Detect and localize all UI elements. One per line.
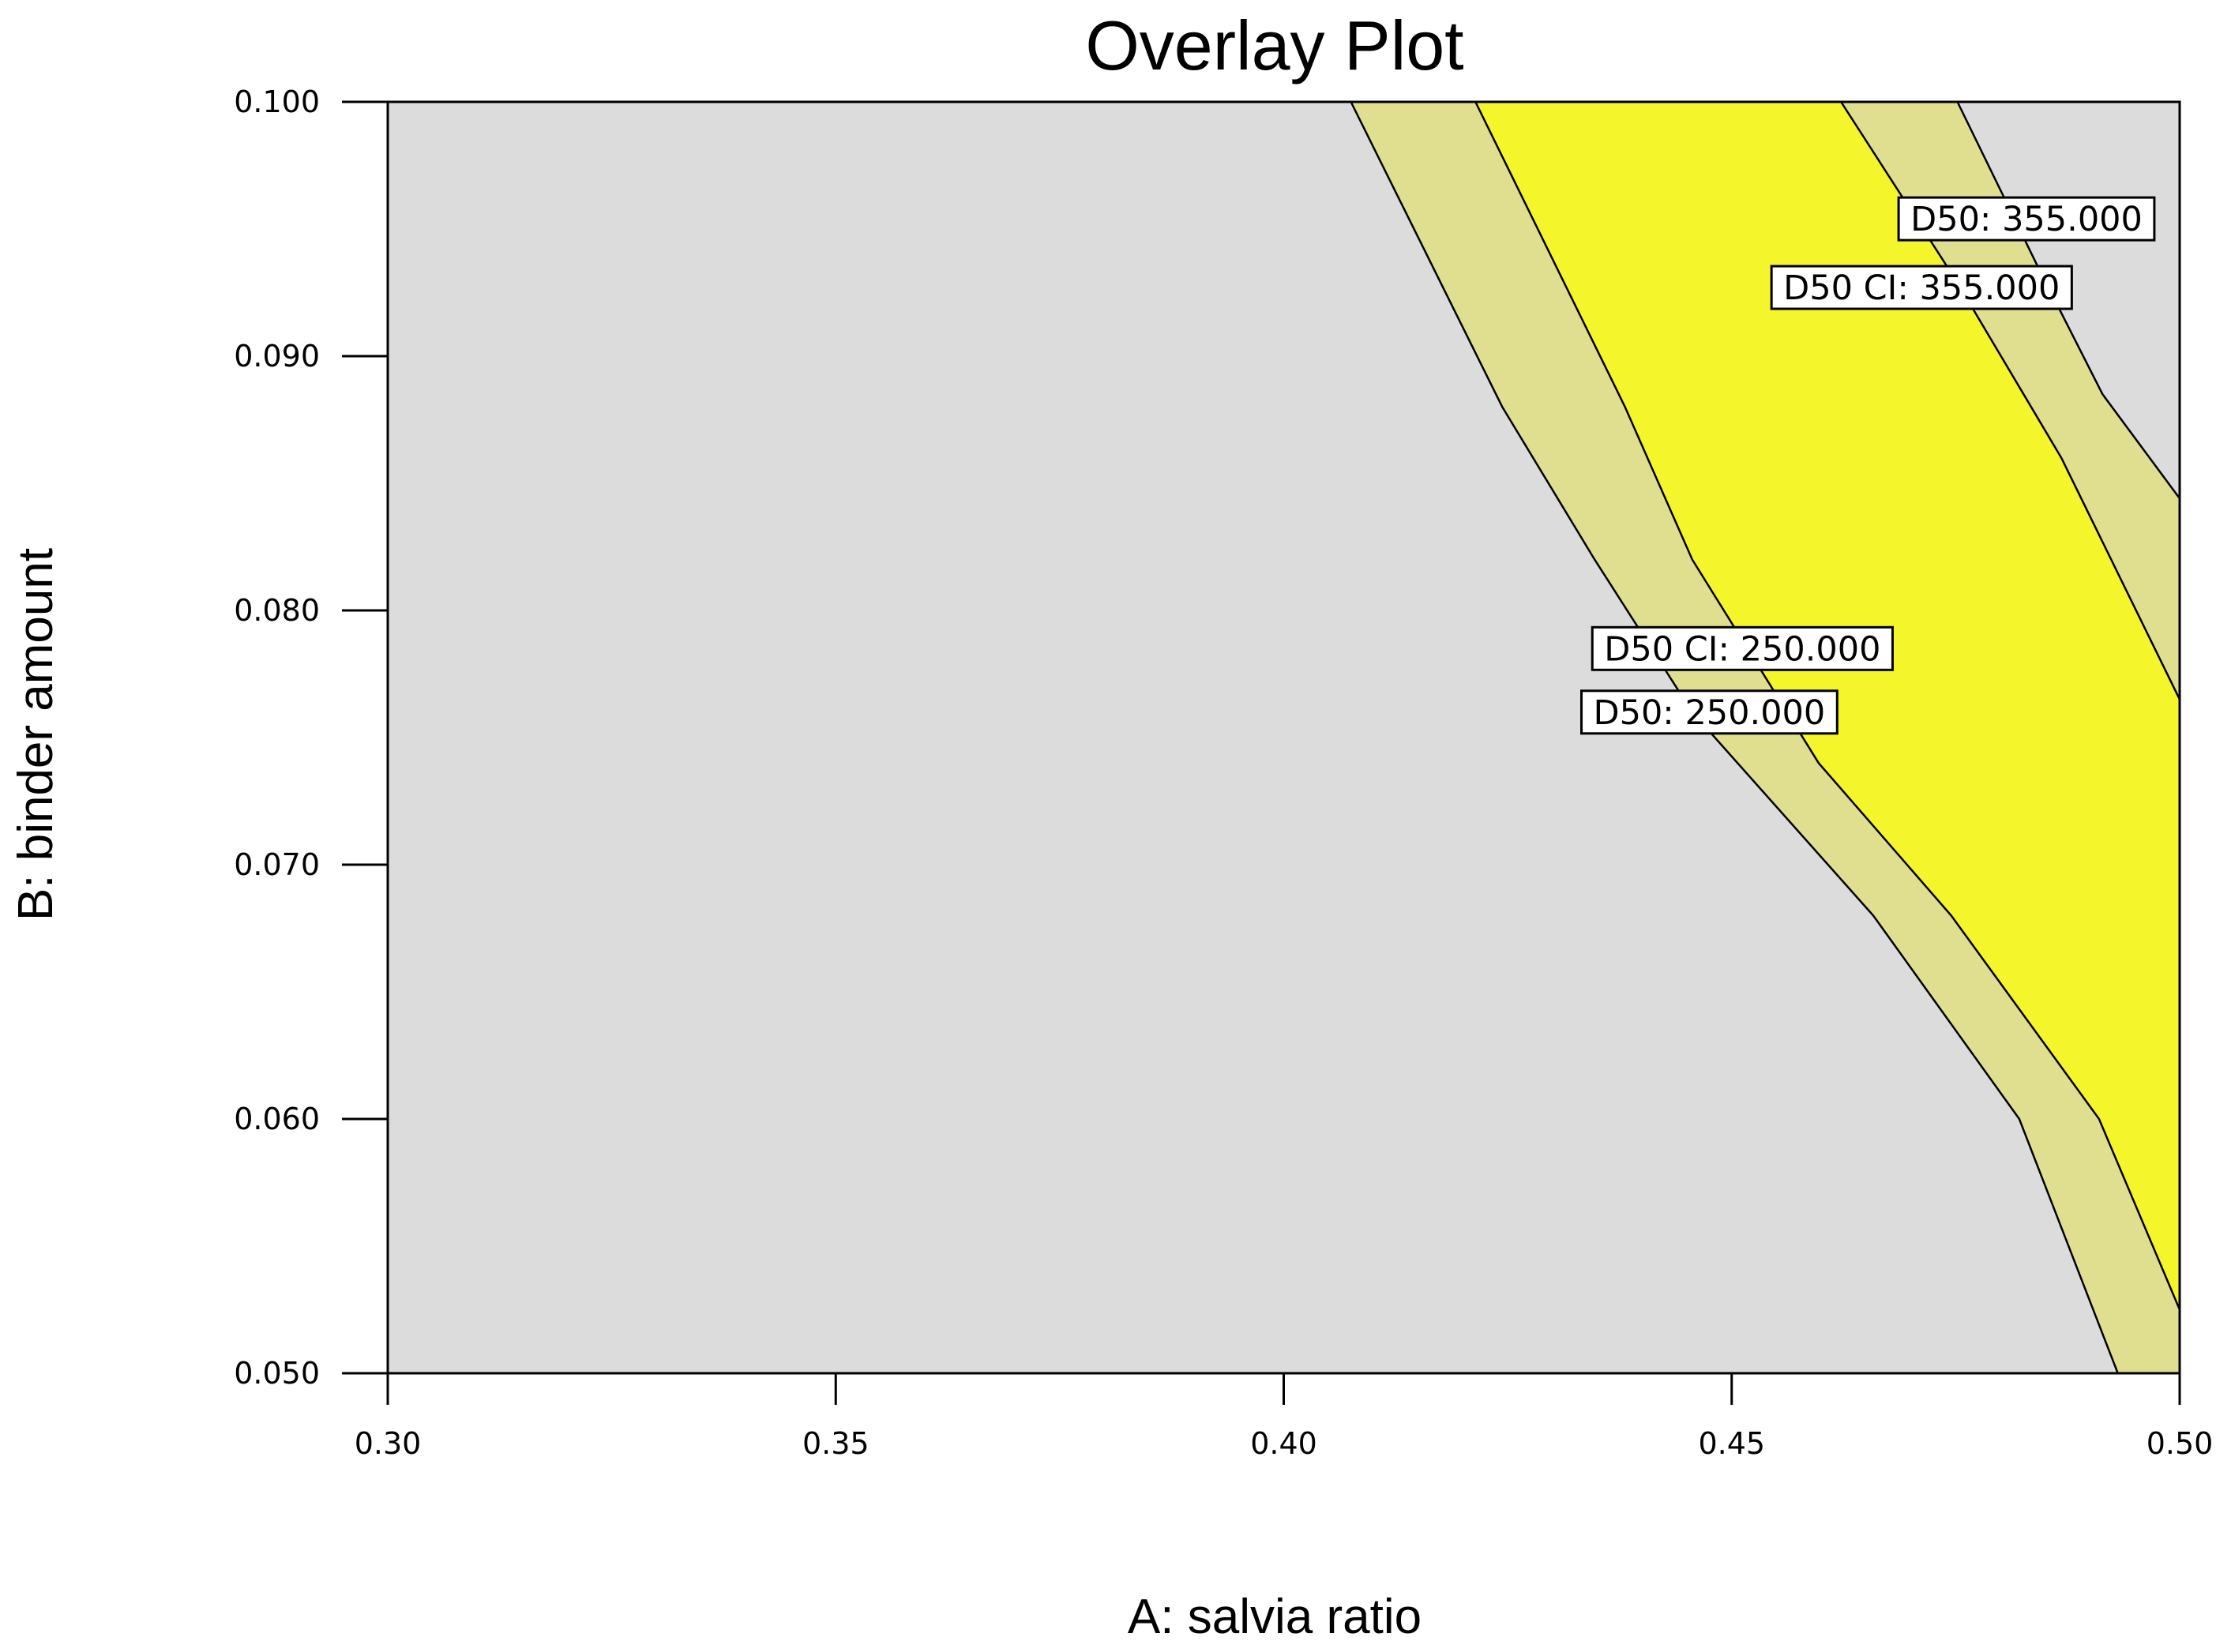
y-tick-label: 0.050: [234, 1356, 320, 1391]
contour-line-4: [1956, 101, 2181, 500]
y-tick-label: 0.100: [234, 84, 320, 119]
y-axis: 0.050 0.060 0.070 0.080 0.090 0.100: [234, 84, 388, 1391]
contour-label-text: D50: 355.000: [1910, 200, 2143, 239]
contour-labels: D50: 355.000 D50 CI: 355.000 D50 CI: 250.0…: [1579, 196, 2156, 735]
x-axis-label: A: salvia ratio: [1128, 1590, 1422, 1644]
contour-label: D50: 355.000: [1897, 196, 2156, 242]
x-tick-label: 0.40: [1250, 1426, 1317, 1461]
x-tick-label: 0.45: [1698, 1426, 1765, 1461]
y-tick-label: 0.080: [234, 593, 320, 628]
chart-title: Overlay Plot: [1085, 6, 1463, 84]
contour-label-box: [1770, 265, 2073, 310]
contour-label-box: [1591, 625, 1894, 671]
x-tick-label: 0.50: [2147, 1426, 2214, 1461]
y-axis-label: B: binder amount: [9, 548, 63, 921]
contour-line-3: [1840, 101, 2181, 700]
x-axis: 0.30 0.35 0.40 0.45 0.50: [355, 1373, 2214, 1461]
contour-label-text: D50: 250.000: [1593, 693, 1825, 733]
contour-label: D50: 250.000: [1579, 689, 1839, 735]
contour-label: D50 CI: 250.000: [1591, 625, 1894, 671]
y-tick-label: 0.090: [234, 339, 320, 374]
contour-label-box: [1579, 689, 1839, 735]
contour-label-box: [1897, 196, 2156, 242]
y-tick-label: 0.070: [234, 847, 320, 882]
y-tick-label: 0.060: [234, 1102, 320, 1136]
x-tick-label: 0.30: [355, 1426, 422, 1461]
contour-label-text: D50 CI: 250.000: [1604, 629, 1880, 669]
contour-label-text: D50 CI: 355.000: [1783, 268, 2060, 308]
contour-label: D50 CI: 355.000: [1770, 265, 2073, 310]
contour-line-2: [1474, 101, 2181, 1310]
x-tick-label: 0.35: [802, 1426, 869, 1461]
